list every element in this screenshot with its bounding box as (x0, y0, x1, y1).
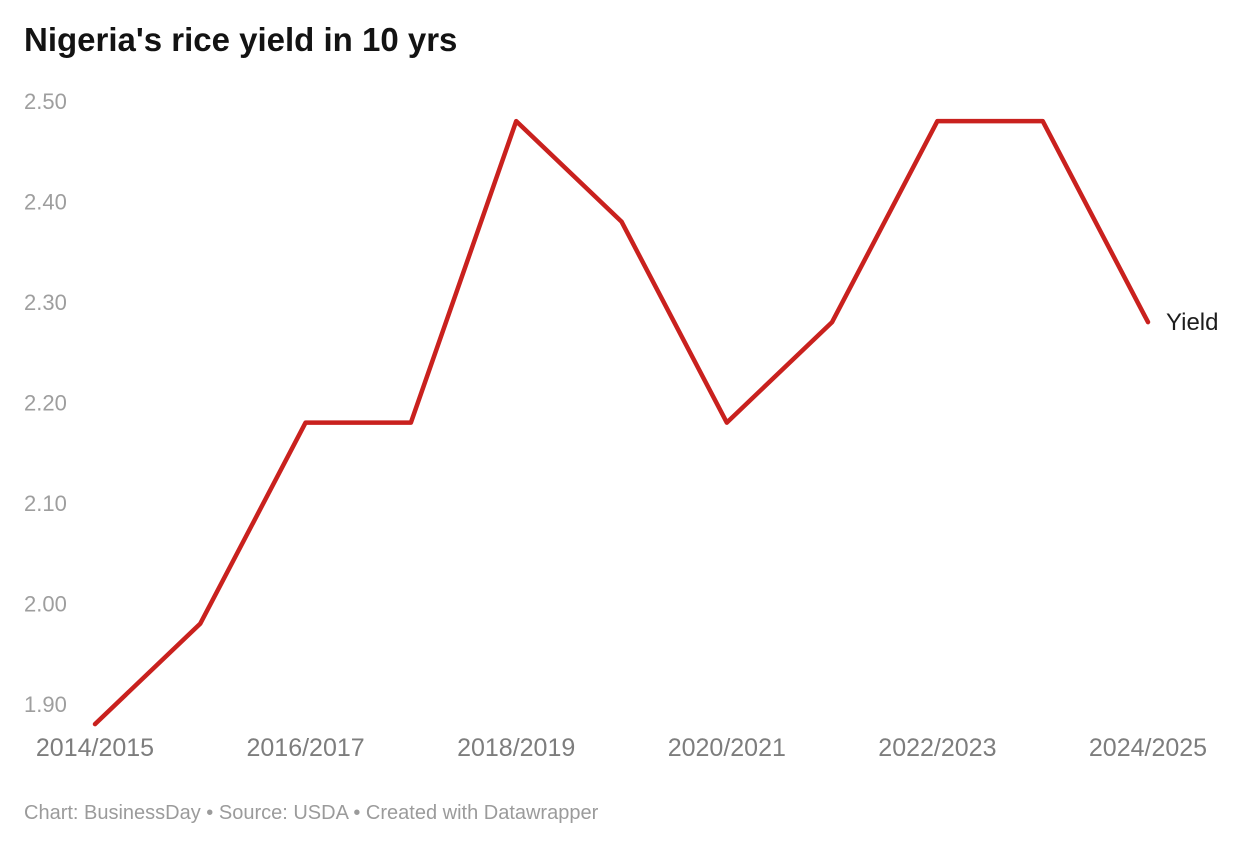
x-axis-tick-label: 2024/2025 (1089, 734, 1207, 762)
x-axis-tick-label: 2018/2019 (457, 734, 575, 762)
series-end-label: Yield (1166, 309, 1218, 336)
yield-line (92, 118, 1151, 727)
x-axis-tick-label: 2020/2021 (668, 734, 786, 762)
x-axis-tick-label: 2016/2017 (247, 734, 365, 762)
x-axis-tick-label: 2014/2015 (36, 734, 154, 762)
y-axis-tick-label: 2.10 (24, 491, 67, 516)
y-axis-tick-label: 2.20 (24, 391, 67, 416)
chart-canvas: 2.50 2.40 2.30 2.20 2.10 2.00 1.90 2014/2015 201… (24, 89, 1218, 762)
y-axis-tick-label: 2.40 (24, 190, 67, 215)
y-axis-tick-label: 2.50 (24, 89, 67, 114)
x-axis-tick-label: 2022/2023 (878, 734, 996, 762)
y-axis-tick-label: 2.30 (24, 290, 67, 315)
y-axis-tick-label: 2.00 (24, 592, 67, 617)
chart-title: Nigeria's rice yield in 10 yrs (24, 21, 458, 58)
chart-footer: Chart: BusinessDay • Source: USDA • Crea… (24, 802, 599, 824)
y-axis-tick-label: 1.90 (24, 692, 67, 717)
